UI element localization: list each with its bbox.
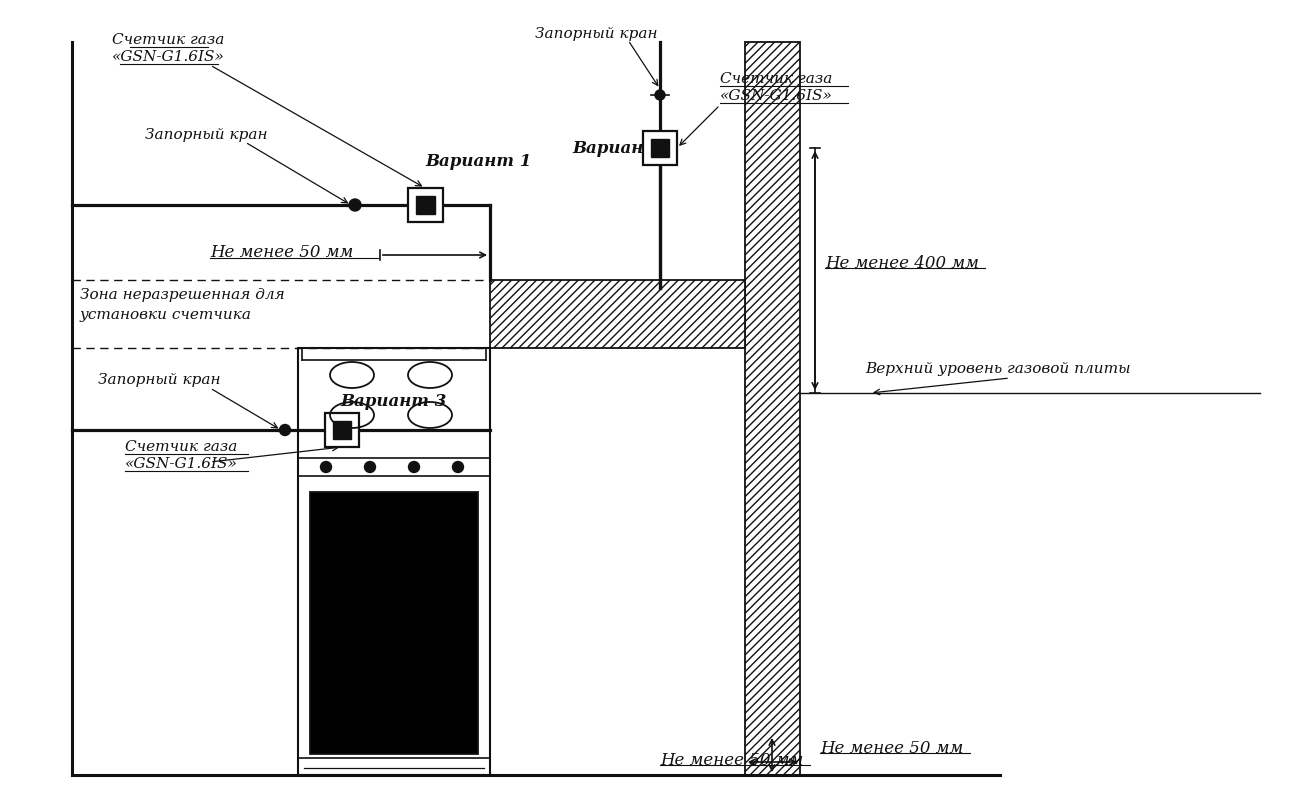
Bar [643,131,677,165]
Text: Счетчик газа: Счетчик газа [125,440,238,454]
Bar [310,492,478,754]
Text: Не менее 50 мм: Не менее 50 мм [820,740,964,757]
Text: «GSN-G1.6IS»: «GSN-G1.6IS» [125,457,238,471]
Text: Вариант 1: Вариант 1 [425,153,531,170]
Circle shape [279,424,291,435]
Bar [651,139,669,157]
Text: Запорный кран: Запорный кран [145,128,267,142]
Circle shape [364,461,376,472]
Bar [416,196,435,214]
Text: Счетчик газа: Счетчик газа [720,72,832,86]
Bar [408,188,443,222]
Text: Счетчик газа: Счетчик газа [112,33,225,47]
Text: Не менее 400 мм: Не менее 400 мм [826,255,979,272]
Text: «GSN-G1.6IS»: «GSN-G1.6IS» [720,89,833,103]
Text: Запорный кран: Запорный кран [98,373,221,387]
Text: Вариант 3: Вариант 3 [340,393,446,410]
Bar [333,421,351,439]
Circle shape [655,90,665,100]
Circle shape [408,461,420,472]
Bar [326,413,359,447]
Bar [745,42,800,775]
Text: Запорный кран: Запорный кран [535,27,658,41]
Text: Верхний уровень газовой плиты: Верхний уровень газовой плиты [866,362,1130,376]
Circle shape [452,461,464,472]
Text: установки счетчика: установки счетчика [80,308,252,322]
Circle shape [320,461,332,472]
Text: Не менее 50 мм: Не менее 50 мм [211,244,353,261]
Text: Вариант 2: Вариант 2 [572,140,678,157]
Text: «GSN-G1.6IS»: «GSN-G1.6IS» [111,50,225,64]
Text: Зона неразрешенная для: Зона неразрешенная для [80,288,284,302]
Bar [490,280,745,348]
Text: Не менее 50 мм: Не менее 50 мм [660,752,804,769]
Circle shape [349,199,360,211]
